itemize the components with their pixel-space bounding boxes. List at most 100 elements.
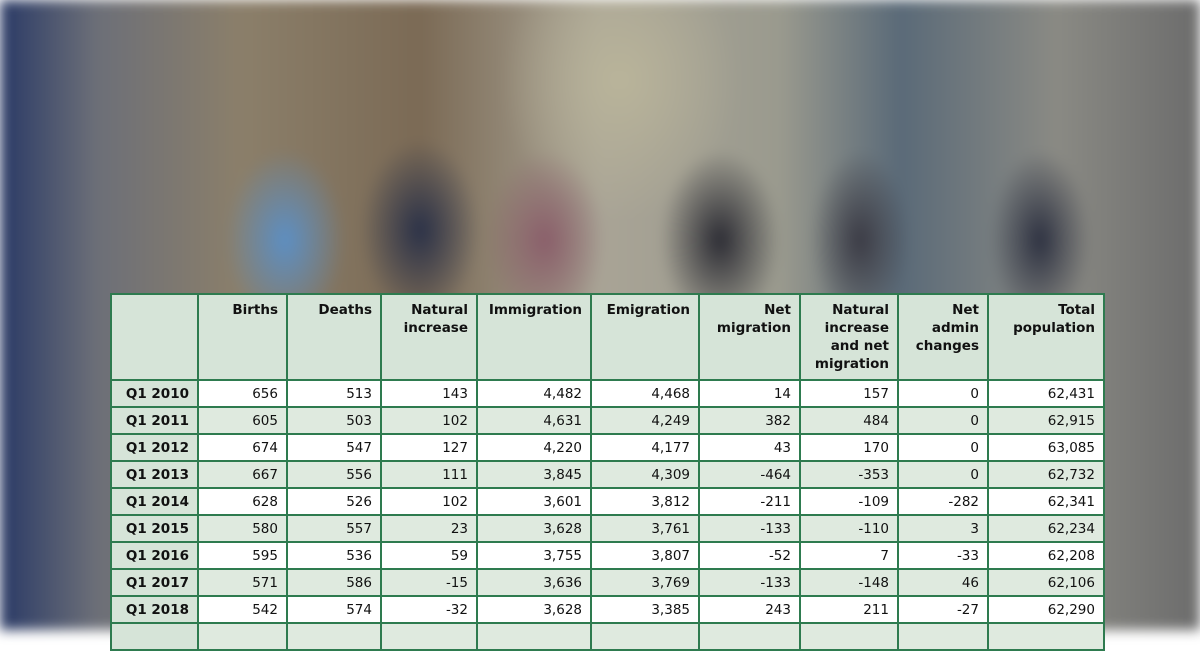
table-cell: 3,601 (476, 487, 592, 516)
table-cell: 111 (380, 460, 478, 489)
table-row: Q1 2015 580 557 23 3,628 3,761 -133 -110 3 62,234 (110, 514, 1105, 543)
table-cell: -133 (698, 514, 801, 543)
table-cell: 484 (799, 406, 899, 435)
row-label: Q1 2012 (110, 433, 199, 462)
table-cell (110, 622, 199, 651)
table-cell (476, 622, 592, 651)
table-cell: 0 (897, 406, 989, 435)
table-cell: 62,915 (987, 406, 1105, 435)
table-cell: -282 (897, 487, 989, 516)
table-cell: 4,177 (590, 433, 700, 462)
header-cell: Net admin changes (897, 293, 989, 381)
table-cell: 3,761 (590, 514, 700, 543)
table-row: Q1 2014 628 526 102 3,601 3,812 -211 -109 -282 62… (110, 487, 1105, 516)
table-cell: 3,755 (476, 541, 592, 570)
row-label: Q1 2011 (110, 406, 199, 435)
table-cell: 628 (197, 487, 288, 516)
table-cell: 536 (286, 541, 382, 570)
table-cell: 59 (380, 541, 478, 570)
table-cell: 674 (197, 433, 288, 462)
table-cell (197, 622, 288, 651)
table-cell: 4,309 (590, 460, 700, 489)
table-cell: 43 (698, 433, 801, 462)
table-row: Q1 2011 605 503 102 4,631 4,249 382 484 0 62,915 (110, 406, 1105, 435)
table-cell: 0 (897, 433, 989, 462)
table-cell: 4,482 (476, 379, 592, 408)
header-cell: Births (197, 293, 288, 381)
table-cell: 382 (698, 406, 801, 435)
table-cell: 211 (799, 595, 899, 624)
table-cell: 127 (380, 433, 478, 462)
table-cell: 4,631 (476, 406, 592, 435)
table-cell: -148 (799, 568, 899, 597)
table-cell: -110 (799, 514, 899, 543)
table-row: Q1 2016 595 536 59 3,755 3,807 -52 7 -33 62,208 (110, 541, 1105, 570)
table-cell: 656 (197, 379, 288, 408)
table-cell: -52 (698, 541, 801, 570)
table-cell: -27 (897, 595, 989, 624)
table-cell: 557 (286, 514, 382, 543)
table-cell: 580 (197, 514, 288, 543)
table-cell: 526 (286, 487, 382, 516)
header-cell: Total population (987, 293, 1105, 381)
header-cell: Natural increase (380, 293, 478, 381)
table-cell (380, 622, 478, 651)
table-cell: 605 (197, 406, 288, 435)
table-cell: 556 (286, 460, 382, 489)
table-row (110, 622, 1105, 651)
table-cell: 62,732 (987, 460, 1105, 489)
table-cell: 513 (286, 379, 382, 408)
table-cell: 143 (380, 379, 478, 408)
table-cell: 4,468 (590, 379, 700, 408)
table-cell: 3,636 (476, 568, 592, 597)
table-cell: 3,807 (590, 541, 700, 570)
table-cell: 170 (799, 433, 899, 462)
table-cell: 586 (286, 568, 382, 597)
table-cell: 574 (286, 595, 382, 624)
row-label: Q1 2017 (110, 568, 199, 597)
header-cell: Emigration (590, 293, 700, 381)
row-label: Q1 2014 (110, 487, 199, 516)
table-cell: 4,220 (476, 433, 592, 462)
table-cell: -211 (698, 487, 801, 516)
table-cell: 23 (380, 514, 478, 543)
row-label: Q1 2010 (110, 379, 199, 408)
table-cell: 14 (698, 379, 801, 408)
table-cell: 571 (197, 568, 288, 597)
table-cell: 542 (197, 595, 288, 624)
table-cell: 102 (380, 406, 478, 435)
table-cell (286, 622, 382, 651)
table-cell: 63,085 (987, 433, 1105, 462)
table-cell: 547 (286, 433, 382, 462)
row-label: Q1 2013 (110, 460, 199, 489)
table-cell: 3,812 (590, 487, 700, 516)
table-cell (698, 622, 801, 651)
row-label: Q1 2018 (110, 595, 199, 624)
table-cell (590, 622, 700, 651)
table-cell (987, 622, 1105, 651)
table-cell: 0 (897, 460, 989, 489)
population-table: Births Deaths Natural increase Immigration E… (110, 293, 1105, 651)
table-row: Q1 2012 674 547 127 4,220 4,177 43 170 0 63,085 (110, 433, 1105, 462)
table-row: Q1 2010 656 513 143 4,482 4,468 14 157 0 62,431 (110, 379, 1105, 408)
table-cell: 667 (197, 460, 288, 489)
table-cell: 46 (897, 568, 989, 597)
table-cell: -33 (897, 541, 989, 570)
table-cell: 503 (286, 406, 382, 435)
table-cell: 102 (380, 487, 478, 516)
table-cell: -109 (799, 487, 899, 516)
header-row: Births Deaths Natural increase Immigration E… (110, 293, 1105, 381)
table-cell: 7 (799, 541, 899, 570)
table-row: Q1 2013 667 556 111 3,845 4,309 -464 -353 0 62,73… (110, 460, 1105, 489)
table-cell: -15 (380, 568, 478, 597)
table-row: Q1 2017 571 586 -15 3,636 3,769 -133 -148 46 62,1… (110, 568, 1105, 597)
table-cell: 3,845 (476, 460, 592, 489)
table-cell: -133 (698, 568, 801, 597)
table-cell: 243 (698, 595, 801, 624)
table-cell: -32 (380, 595, 478, 624)
header-cell: Deaths (286, 293, 382, 381)
table-cell (799, 622, 899, 651)
table-cell: 595 (197, 541, 288, 570)
table-cell: 3 (897, 514, 989, 543)
